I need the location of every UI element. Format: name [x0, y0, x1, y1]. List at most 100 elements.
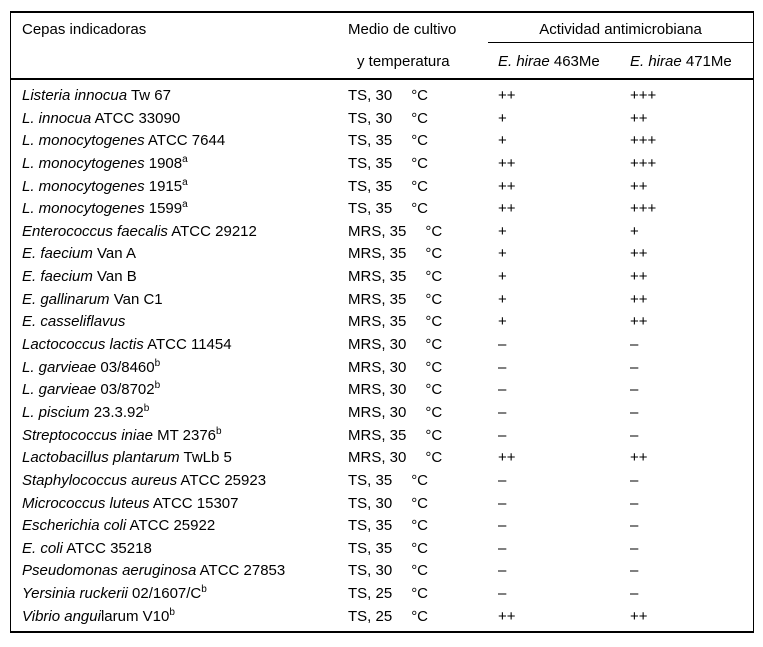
table-row: E. faecium Van B MRS, 35 °C + ++ [11, 266, 753, 289]
indicator-strain-cell: E. casseliflavus [22, 311, 348, 334]
species-name: Lactobacillus plantarum [22, 449, 180, 467]
table-row: L. monocytogenes 1599a TS, 35 °C ++ +++ [11, 198, 753, 221]
strain-label: ATCC 25923 [177, 471, 267, 489]
activity-463me-value: ++ [498, 177, 516, 195]
strain-label: ATCC 29212 [167, 222, 257, 240]
strain-label: 02/1607/C [127, 585, 202, 603]
culture-medium-cell: TS, 35 °C [348, 470, 498, 493]
activity-463me-value: – [498, 562, 507, 580]
species-name: Enterococcus faecalis [22, 222, 168, 240]
culture-medium-cell: TS, 30 °C [348, 85, 498, 108]
activity-463me-value: – [498, 585, 507, 603]
temperature-unit: °C [425, 336, 443, 354]
medium-and-temperature: TS, 30 [348, 109, 393, 127]
footnote-marker: a [182, 176, 188, 188]
culture-medium-cell: TS, 25 °C [348, 583, 498, 606]
strain-label: 03/8460 [96, 358, 155, 376]
activity-463me-value: + [498, 245, 507, 263]
header-culture-medium-line1: Medio de cultivo [348, 21, 457, 38]
strain-label: Van A [92, 245, 136, 263]
species-name: E. faecium [22, 268, 93, 286]
strain-label: 1908 [144, 154, 183, 172]
table-row: Yersinia ruckerii 02/1607/Cb TS, 25 °C – – [11, 583, 753, 606]
temperature-unit: °C [425, 381, 443, 399]
species-name: Vibrio angui [22, 607, 101, 625]
header-indicator-strains: Cepas indicadoras [22, 21, 147, 38]
culture-medium-cell: TS, 35 °C [348, 153, 498, 176]
table-row: E. faecium Van A MRS, 35 °C + ++ [11, 243, 753, 266]
culture-medium-cell: TS, 35 °C [348, 515, 498, 538]
species-name: Escherichia coli [22, 517, 127, 535]
strain-label: ATCC 7644 [144, 132, 226, 150]
table-row: Streptococcus iniae MT 2376b MRS, 35 °C – – [11, 425, 753, 448]
culture-medium-cell: TS, 30 °C [348, 493, 498, 516]
strain-label: ATCC 15307 [149, 494, 239, 512]
activity-471me-value: ++ [630, 245, 648, 263]
species-name: L. monocytogenes [22, 154, 145, 172]
activity-471me-value: – [630, 539, 639, 557]
species-name: Lactococcus lactis [22, 336, 144, 354]
indicator-strain-cell: L. piscium 23.3.92b [22, 402, 348, 425]
species-name: Yersinia ruckerii [22, 585, 128, 603]
medium-and-temperature: TS, 35 [348, 471, 393, 489]
table-row: L. garvieae 03/8460b MRS, 30 °C – – [11, 357, 753, 380]
footnote-marker: b [169, 606, 175, 618]
culture-medium-cell: TS, 30 °C [348, 560, 498, 583]
table-row: Listeria innocua Tw 67 TS, 30 °C ++ +++ [11, 85, 753, 108]
indicator-strain-cell: E. faecium Van A [22, 243, 348, 266]
medium-and-temperature: MRS, 30 [348, 381, 407, 399]
activity-463me-value: + [498, 290, 507, 308]
indicator-strain-cell: L. garvieae 03/8702b [22, 379, 348, 402]
strain-label: Van B [92, 268, 137, 286]
species-name: Staphylococcus aureus [22, 471, 178, 489]
indicator-strain-cell: Lactobacillus plantarum TwLb 5 [22, 447, 348, 470]
culture-medium-cell: MRS, 35 °C [348, 221, 498, 244]
footnote-marker: a [182, 153, 188, 165]
indicator-strain-cell: Listeria innocua Tw 67 [22, 85, 348, 108]
indicator-strain-cell: Lactococcus lactis ATCC 11454 [22, 334, 348, 357]
activity-463me-value: – [498, 358, 507, 376]
table-row: Lactobacillus plantarum TwLb 5 MRS, 30 °C +… [11, 447, 753, 470]
medium-and-temperature: MRS, 35 [348, 245, 407, 263]
species-name: E. gallinarum [22, 290, 110, 308]
activity-471me-value: – [630, 381, 639, 399]
footnote-marker: b [201, 584, 207, 596]
indicator-strain-cell: L. garvieae 03/8460b [22, 357, 348, 380]
indicator-strain-cell: L. monocytogenes ATCC 7644 [22, 130, 348, 153]
species-name: Listeria innocua [22, 87, 128, 104]
strain-label: ATCC 35218 [62, 539, 152, 557]
temperature-unit: °C [411, 539, 429, 557]
temperature-unit: °C [425, 313, 443, 331]
temperature-unit: °C [411, 517, 429, 535]
species-name: L. monocytogenes [22, 200, 145, 218]
header-ehirae-471me: E. hirae 471Me [630, 53, 732, 70]
activity-471me-value: ++ [630, 177, 648, 195]
medium-and-temperature: TS, 25 [348, 585, 393, 603]
temperature-unit: °C [411, 562, 429, 580]
activity-471me-value: – [630, 562, 639, 580]
activity-471me-value: ++ [630, 313, 648, 331]
medium-and-temperature: TS, 25 [348, 607, 393, 625]
activity-463me-value: + [498, 222, 507, 240]
indicator-strain-cell: Staphylococcus aureus ATCC 25923 [22, 470, 348, 493]
table-row: Micrococcus luteus ATCC 15307 TS, 30 °C – – [11, 493, 753, 516]
activity-463me-value: – [498, 471, 507, 489]
medium-and-temperature: TS, 35 [348, 200, 393, 218]
activity-463me-value: ++ [498, 607, 516, 625]
ehirae-471me-species: E. hirae [630, 53, 682, 70]
species-name: Streptococcus iniae [22, 426, 153, 444]
table-row: L. monocytogenes 1915a TS, 35 °C ++ ++ [11, 176, 753, 199]
activity-463me-value: ++ [498, 87, 516, 104]
activity-463me-value: – [498, 517, 507, 535]
medium-and-temperature: MRS, 30 [348, 449, 407, 467]
table-row: L. monocytogenes ATCC 7644 TS, 35 °C + +++ [11, 130, 753, 153]
indicator-strain-cell: Yersinia ruckerii 02/1607/Cb [22, 583, 348, 606]
culture-medium-cell: TS, 35 °C [348, 198, 498, 221]
culture-medium-cell: TS, 25 °C [348, 606, 498, 629]
table-row: Vibrio anguilarum V10b TS, 25 °C ++ ++ [11, 606, 753, 629]
antimicrobial-activity-table: Cepas indicadoras Medio de cultivo y tem… [10, 11, 754, 633]
medium-and-temperature: MRS, 35 [348, 290, 407, 308]
strain-label: MT 2376 [152, 426, 216, 444]
culture-medium-cell: MRS, 35 °C [348, 266, 498, 289]
strain-label: ATCC 25922 [126, 517, 216, 535]
